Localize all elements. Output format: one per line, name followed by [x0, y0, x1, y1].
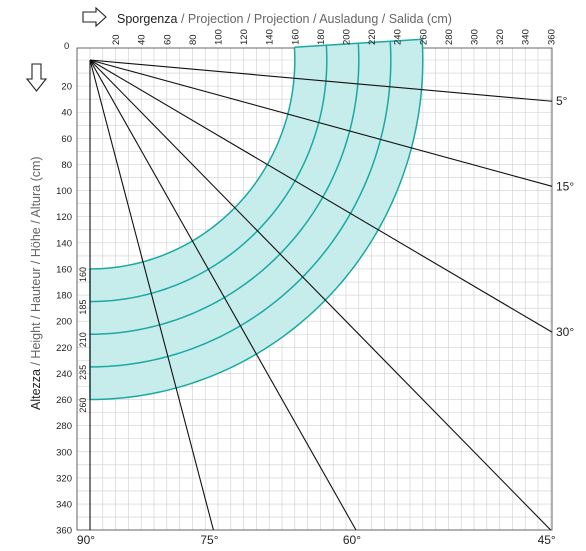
y-tick-label: 200 [56, 317, 72, 328]
right-arrow-icon [82, 6, 107, 28]
arm-length-label-235: 235 [78, 365, 88, 380]
arm-arc-260 [89, 39, 424, 401]
x-tick-label: 140 [265, 29, 276, 45]
y-tick-label: 160 [56, 264, 72, 275]
y-tick-label: 120 [56, 212, 72, 223]
y-tick-label: 260 [56, 395, 72, 406]
x-tick-label: 80 [188, 34, 199, 45]
angle-line-45 [89, 59, 552, 531]
x-tick-label: 180 [316, 29, 327, 45]
x-tick-label: 220 [367, 29, 378, 45]
y-tick-label: 80 [61, 160, 72, 171]
arm-arc-235 [89, 41, 392, 368]
y-tick-label: 40 [61, 108, 72, 119]
arm-length-label-260: 260 [78, 398, 88, 413]
y-tick-label: 60 [61, 134, 72, 145]
y-tick-label: 340 [56, 500, 72, 511]
x-tick-label: 120 [239, 29, 250, 45]
x-tick-label: 360 [546, 29, 557, 45]
y-tick-label: 100 [56, 186, 72, 197]
angle-lines [89, 59, 553, 531]
x-tick-label: 40 [137, 34, 148, 45]
down-arrow-icon [25, 63, 48, 92]
angle-label-75: 75° [200, 533, 218, 547]
x-tick-label: 20 [111, 34, 122, 45]
x-tick-label: 280 [444, 29, 455, 45]
y-axis-title: Altezza / Height / Hauteur / Höhe / Altu… [29, 156, 43, 410]
arm-arc-185 [89, 45, 328, 303]
y-tick-label: 300 [56, 447, 72, 458]
x-axis-title: Sporgenza / Projection / Projection / Au… [117, 12, 452, 26]
y-tick-label: 140 [56, 238, 72, 249]
y-tick-label: 360 [56, 526, 72, 537]
x-tick-label: 320 [495, 29, 506, 45]
chart-axes: 20 40 60 80 100 120 140 160 180 200 220 240 260 280 30… [56, 29, 557, 537]
x-tick-label: 100 [214, 29, 225, 45]
x-axis-title-group: Sporgenza / Projection / Projection / Au… [82, 6, 452, 28]
angle-line-60 [89, 59, 357, 531]
x-tick-label: 160 [290, 29, 301, 45]
angle-label-60: 60° [343, 533, 361, 547]
angle-label-90: 90° [77, 533, 95, 547]
origin-label: 0 [64, 41, 69, 52]
y-tick-label: 280 [56, 421, 72, 432]
angle-line-15 [89, 59, 553, 187]
x-tick-label: 240 [393, 29, 404, 45]
arm-arc-210 [89, 43, 360, 336]
y-tick-label: 20 [61, 82, 72, 93]
angle-line-5 [89, 59, 553, 102]
angle-label-30: 30° [556, 325, 574, 339]
arm-length-label-185: 185 [78, 300, 88, 315]
y-tick-label: 320 [56, 473, 72, 484]
y-tick-label: 220 [56, 343, 72, 354]
y-tick-label: 180 [56, 291, 72, 302]
operating-zone [89, 38, 424, 401]
angle-label-15: 15° [556, 179, 574, 193]
y-tick-label: 240 [56, 369, 72, 380]
arm-length-label-210: 210 [78, 332, 88, 347]
x-tick-label: 300 [470, 29, 481, 45]
angle-line-30 [89, 59, 553, 333]
x-tick-label: 340 [521, 29, 532, 45]
angle-line-75 [89, 59, 214, 531]
angle-label-45: 45° [538, 533, 556, 547]
chart-labels: 5° 15° 30° 45° 60° 75° 90° 160 185 210 235 260 [77, 94, 574, 547]
arm-arc-160 [89, 47, 296, 270]
band-edge-top [294, 38, 423, 48]
x-tick-label: 60 [162, 34, 173, 45]
x-tick-label: 200 [342, 29, 353, 45]
arm-length-label-160: 160 [78, 267, 88, 282]
operating-zone-fill [90, 39, 423, 400]
x-tick-label: 260 [418, 29, 429, 45]
angle-label-5: 5° [556, 94, 568, 108]
